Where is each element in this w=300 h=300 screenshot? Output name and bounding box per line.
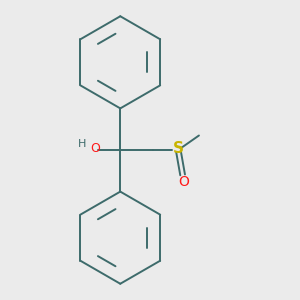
Text: O: O [179,175,190,189]
Text: O: O [90,142,100,155]
Text: S: S [173,141,184,156]
Text: H: H [77,139,86,149]
